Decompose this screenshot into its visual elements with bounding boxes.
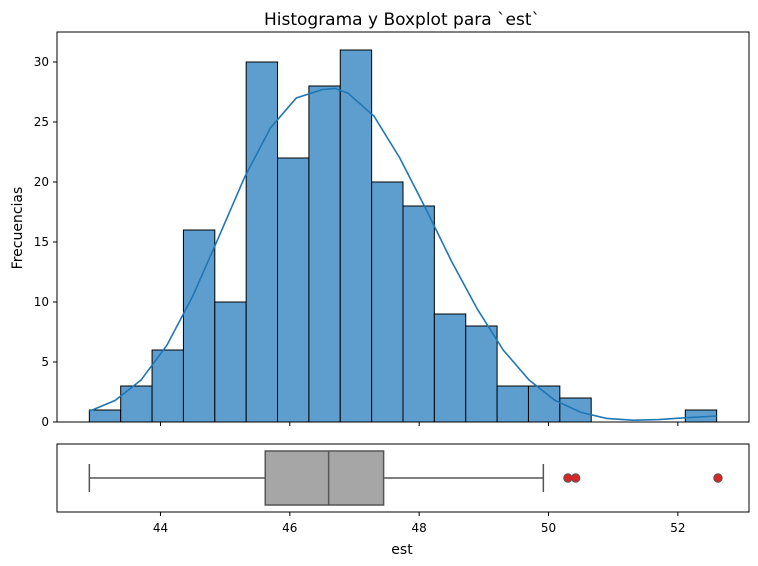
box-iqr — [264, 450, 385, 506]
kde-curve — [88, 87, 717, 422]
y-tick-label: 30 — [34, 55, 49, 69]
y-tick-label: 0 — [41, 415, 49, 429]
chart-title: Histograma y Boxplot para `est` — [264, 10, 540, 30]
histogram-bar — [151, 349, 184, 423]
x-tick-label: 52 — [670, 521, 685, 535]
histogram-bar — [371, 181, 404, 423]
histogram-bar — [496, 385, 529, 423]
x-tick-label: 46 — [282, 521, 297, 535]
boxplot-frame — [56, 443, 750, 513]
y-tick-label: 15 — [34, 235, 49, 249]
y-tick-label: 5 — [41, 355, 49, 369]
y-axis-label: Frecuencias — [10, 187, 26, 270]
y-tick-label: 25 — [34, 115, 49, 129]
histogram-bar — [88, 409, 122, 423]
x-tick-label: 48 — [412, 521, 427, 535]
x-tick-label: 44 — [153, 521, 168, 535]
histogram-bar — [277, 157, 310, 423]
boxplot-plot: 44 46 48 50 52 — [56, 443, 750, 535]
x-axis-label: est — [391, 542, 413, 558]
histogram-bar — [214, 301, 247, 423]
histogram-bar — [433, 313, 467, 423]
histogram-bar — [339, 49, 373, 423]
outlier-point — [570, 473, 581, 483]
outlier-point — [563, 473, 573, 483]
histogram-plot: 0 5 10 15 20 25 30 — [34, 31, 750, 429]
outlier-point — [713, 473, 723, 483]
histogram-bar — [402, 205, 435, 423]
histogram-bar — [182, 229, 216, 423]
histogram-bar — [245, 61, 279, 423]
y-tick-label: 10 — [34, 295, 49, 309]
x-tick-label: 50 — [541, 521, 556, 535]
y-tick-label: 20 — [34, 175, 49, 189]
histogram-bar — [465, 325, 498, 423]
histogram-bar — [308, 85, 341, 423]
histogram-frame — [56, 31, 750, 423]
